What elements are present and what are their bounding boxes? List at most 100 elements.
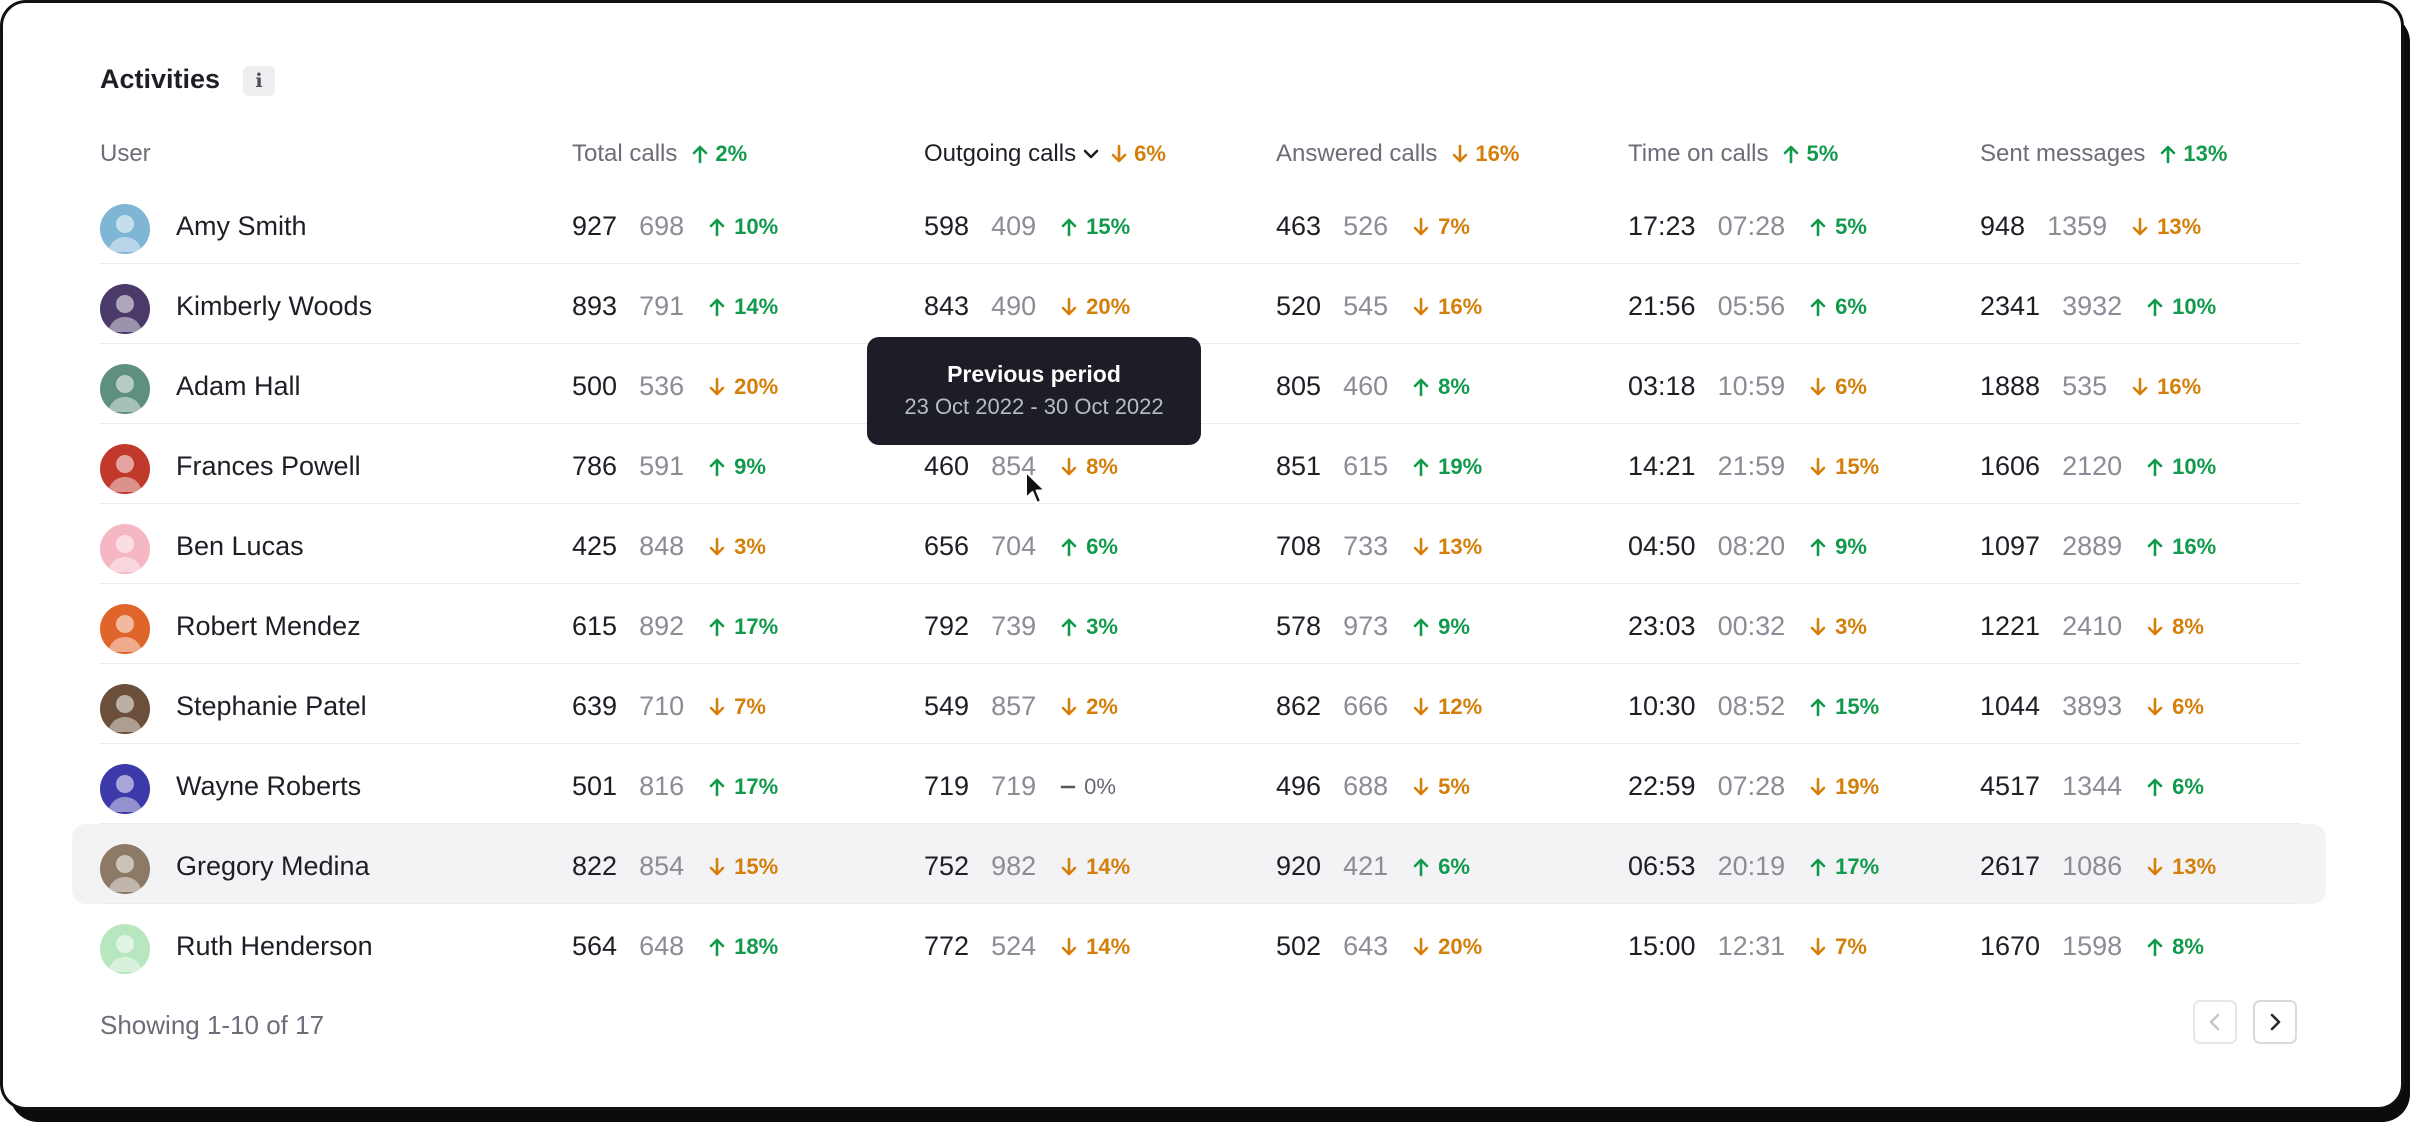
arrow-up-icon (709, 218, 725, 236)
previous-value[interactable]: 1344 (2062, 771, 2123, 801)
previous-value[interactable]: 421 (1343, 851, 1389, 881)
column-header-answered-calls[interactable]: Answered calls 16% (1276, 140, 1519, 168)
previous-value[interactable]: 3893 (2062, 691, 2123, 721)
change-indicator: 3% (1809, 614, 1867, 640)
table-row[interactable]: Ben Lucas 425 848 3% 656 704 6% 708 733 13% 04:50 0… (100, 504, 2300, 584)
previous-value[interactable]: 07:28 (1717, 771, 1786, 801)
arrow-up-icon (1061, 538, 1077, 556)
change-value: 13% (1438, 533, 1483, 559)
previous-value[interactable]: 07:28 (1717, 211, 1786, 241)
previous-value[interactable]: 12:31 (1717, 931, 1786, 961)
table-row[interactable]: Gregory Medina 822 854 15% 752 982 14% 920 421 6%… (100, 824, 2300, 904)
previous-value[interactable]: 20:19 (1717, 851, 1786, 881)
previous-value[interactable]: 545 (1343, 291, 1389, 321)
previous-value[interactable]: 857 (991, 691, 1037, 721)
previous-value[interactable]: 615 (1343, 451, 1389, 481)
current-value: 920 (1276, 851, 1322, 881)
previous-value[interactable]: 2410 (2062, 611, 2123, 641)
table-row[interactable]: Ruth Henderson 564 648 18% 772 524 14% 502 643 20… (100, 904, 2300, 984)
table-row[interactable]: Amy Smith 927 698 10% 598 409 15% 463 526 7% 17:23… (100, 184, 2300, 264)
arrow-down-icon (1413, 297, 1429, 315)
page-title: Activities (100, 64, 221, 94)
previous-value[interactable]: 982 (991, 851, 1037, 881)
previous-value[interactable]: 524 (991, 931, 1037, 961)
change-indicator: 15% (1060, 214, 1130, 240)
previous-value[interactable]: 08:20 (1717, 531, 1786, 561)
previous-value[interactable]: 816 (639, 771, 685, 801)
table-row[interactable]: Frances Powell 786 591 9% 460 854 8% 851 615 19% 1… (100, 424, 2300, 504)
previous-value[interactable]: 526 (1343, 211, 1389, 241)
previous-value[interactable]: 643 (1343, 931, 1389, 961)
previous-value[interactable]: 854 (639, 851, 685, 881)
previous-value[interactable]: 00:32 (1717, 611, 1786, 641)
previous-value[interactable]: 892 (639, 611, 685, 641)
previous-value[interactable]: 2120 (2062, 451, 2123, 481)
previous-value[interactable]: 10:59 (1717, 371, 1786, 401)
change-value: 2% (1086, 693, 1118, 719)
dash-icon (1060, 785, 1076, 788)
previous-value[interactable]: 719 (991, 771, 1037, 801)
table-row[interactable]: Wayne Roberts 501 816 17% 719 719 0% 496 688 5% 22… (100, 744, 2300, 824)
previous-value[interactable]: 409 (991, 211, 1037, 241)
table-row[interactable]: Kimberly Woods 893 791 14% 843 490 20% 520 545 16… (100, 264, 2300, 344)
user-name: Wayne Roberts (176, 771, 362, 801)
change-indicator: 7% (708, 694, 766, 720)
change-value: 15% (1835, 693, 1880, 719)
change-value: 0% (1084, 773, 1116, 799)
arrow-up-icon (2147, 538, 2163, 556)
change-value: 10% (734, 213, 779, 239)
previous-value[interactable]: 688 (1343, 771, 1389, 801)
previous-value[interactable]: 698 (639, 211, 685, 241)
metric-cell: 23:03 00:32 3% (1628, 611, 1867, 642)
arrow-up-icon (709, 938, 725, 956)
previous-value[interactable]: 490 (991, 291, 1037, 321)
metric-cell: 1606 2120 10% (1980, 451, 2216, 482)
previous-value[interactable]: 648 (639, 931, 685, 961)
change-value: 16% (1438, 293, 1483, 319)
previous-value[interactable]: 739 (991, 611, 1037, 641)
table-row[interactable]: Stephanie Patel 639 710 7% 549 857 2% 862 666 12%… (100, 664, 2300, 744)
previous-value[interactable]: 535 (2062, 371, 2108, 401)
column-change-value: 6% (1134, 141, 1166, 166)
previous-value[interactable]: 08:52 (1717, 691, 1786, 721)
previous-value[interactable]: 591 (639, 451, 685, 481)
previous-value[interactable]: 1086 (2062, 851, 2123, 881)
previous-value[interactable]: 666 (1343, 691, 1389, 721)
metric-cell: 564 648 18% (572, 931, 778, 962)
next-page-button[interactable] (2253, 1000, 2297, 1044)
change-indicator: 7% (1809, 934, 1867, 960)
chevron-right-icon (2270, 1013, 2281, 1031)
previous-value[interactable]: 1359 (2047, 211, 2108, 241)
previous-value[interactable]: 460 (1343, 371, 1389, 401)
pagination-summary: Showing 1-10 of 17 (100, 1010, 325, 1040)
previous-value[interactable]: 710 (639, 691, 685, 721)
previous-value[interactable]: 536 (639, 371, 685, 401)
arrow-down-icon (1810, 777, 1826, 795)
table-row[interactable]: Adam Hall 500 536 20% 805 460 8% 03:18 10:59 6% 18… (100, 344, 2300, 424)
previous-value[interactable]: 1598 (2062, 931, 2123, 961)
previous-value[interactable]: 05:56 (1717, 291, 1786, 321)
previous-value[interactable]: 973 (1343, 611, 1389, 641)
previous-page-button[interactable] (2193, 1000, 2237, 1044)
column-header-user[interactable]: User (100, 140, 151, 168)
current-value: 21:56 (1628, 291, 1696, 321)
previous-value[interactable]: 704 (991, 531, 1037, 561)
column-header-time-on-calls[interactable]: Time on calls 5% (1628, 140, 1838, 168)
column-header-sent-messages[interactable]: Sent messages 13% (1980, 140, 2227, 168)
previous-value[interactable]: 791 (639, 291, 685, 321)
previous-value[interactable]: 21:59 (1717, 451, 1786, 481)
previous-value[interactable]: 2889 (2062, 531, 2123, 561)
metric-cell: 615 892 17% (572, 611, 778, 642)
previous-value[interactable]: 848 (639, 531, 685, 561)
change-value: 8% (2172, 933, 2204, 959)
change-indicator: 19% (1412, 454, 1482, 480)
previous-value[interactable]: 733 (1343, 531, 1389, 561)
column-change: 5% (1782, 141, 1838, 167)
metric-cell: 598 409 15% (924, 211, 1130, 242)
table-row[interactable]: Robert Mendez 615 892 17% 792 739 3% 578 973 9% 23… (100, 584, 2300, 664)
column-header-total-calls[interactable]: Total calls 2% (572, 140, 747, 168)
info-icon[interactable]: i (243, 66, 275, 96)
previous-value[interactable]: 3932 (2062, 291, 2123, 321)
column-header-outgoing-calls[interactable]: Outgoing calls 6% (924, 140, 1166, 168)
